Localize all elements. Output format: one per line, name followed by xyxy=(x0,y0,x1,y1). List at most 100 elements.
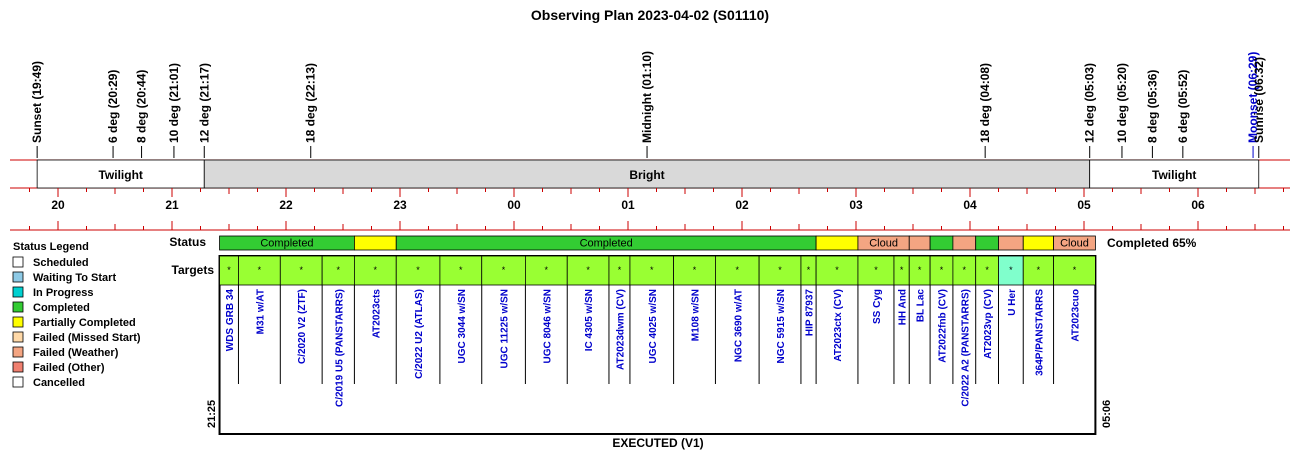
completion-label: Completed 65% xyxy=(1107,236,1197,250)
target-name: UGC 8046 w/SN xyxy=(542,289,553,363)
target-marker: * xyxy=(940,265,944,275)
legend-swatch xyxy=(12,286,24,298)
target-block xyxy=(1053,255,1096,286)
target-name: SS Cyg xyxy=(872,289,883,324)
target-marker: * xyxy=(227,265,231,275)
event-label: 8 deg (20:44) xyxy=(135,70,149,143)
status-segment xyxy=(929,235,954,251)
target-name: AT2022fnb (CV) xyxy=(938,289,949,363)
target-marker: * xyxy=(835,265,839,275)
event-label: Sunset (19:49) xyxy=(30,61,44,143)
target-name: HIP 87937 xyxy=(805,289,816,337)
target-block xyxy=(321,255,355,286)
target-block xyxy=(238,255,281,286)
target-name: NGC 5915 w/SN xyxy=(776,289,787,363)
event-label: 6 deg (20:29) xyxy=(106,70,120,143)
target-block xyxy=(566,255,610,286)
target-block xyxy=(395,255,441,286)
end-time-label: 05:06 xyxy=(1101,400,1113,428)
event-label: 12 deg (21:17) xyxy=(197,63,211,143)
target-marker: * xyxy=(918,265,922,275)
legend-swatch xyxy=(12,346,24,358)
time-axis: 20 21 22 23 00 01 02 03 04 05 06 xyxy=(10,188,1290,231)
chart-footer: EXECUTED (V1) xyxy=(612,436,703,450)
status-segment-label: Cloud xyxy=(869,238,898,250)
target-marker: * xyxy=(586,265,590,275)
event-markers: Sunset (19:49) 6 deg (20:29) 8 deg (20:44)… xyxy=(30,51,1266,158)
hour-tick-label: 23 xyxy=(393,198,407,212)
status-legend: Status Legend Scheduled Waiting To Start I… xyxy=(12,241,141,389)
status-segment-label: Completed xyxy=(580,238,633,250)
target-block xyxy=(1022,255,1054,286)
target-name: AT2023cuo xyxy=(1070,289,1081,342)
event-label: 10 deg (21:01) xyxy=(167,63,181,143)
target-marker: * xyxy=(1073,265,1077,275)
target-marker: * xyxy=(416,265,420,275)
status-segment xyxy=(353,235,397,251)
target-name: C/2020 V2 (ZTF) xyxy=(297,289,308,364)
target-name: BL Lac xyxy=(916,289,927,323)
sky-period-label: Bright xyxy=(629,168,664,182)
event-label: 12 deg (05:03) xyxy=(1083,63,1097,143)
hour-tick-label: 03 xyxy=(849,198,863,212)
target-name: 364P/PANSTARRS xyxy=(1034,289,1045,376)
target-name: M108 w/SN xyxy=(691,289,702,341)
target-marker: * xyxy=(874,265,878,275)
legend-item-label: In Progress xyxy=(33,287,94,299)
legend-item-label: Waiting To Start xyxy=(33,272,116,284)
status-segment xyxy=(975,235,999,251)
target-block xyxy=(525,255,568,286)
target-name: HH And xyxy=(898,289,909,325)
target-name: UGC 11225 w/SN xyxy=(500,289,511,368)
status-segment xyxy=(1022,235,1054,251)
hour-tick-label: 00 xyxy=(507,198,521,212)
status-row-label: Status xyxy=(169,235,206,249)
status-segment xyxy=(952,235,977,251)
target-name: U Her xyxy=(1007,289,1018,316)
hour-tick-label: 02 xyxy=(735,198,749,212)
event-label: Moonset (06:29) xyxy=(1246,52,1260,143)
targets-row-label: Targets xyxy=(172,263,215,277)
targets-frame xyxy=(218,255,1097,435)
target-marker: * xyxy=(985,265,989,275)
hour-tick-label: 22 xyxy=(279,198,293,212)
legend-item-label: Scheduled xyxy=(33,257,89,269)
target-block xyxy=(857,255,895,286)
target-marker: * xyxy=(778,265,782,275)
target-marker: * xyxy=(736,265,740,275)
sky-periods: Twilight Bright Twilight xyxy=(10,159,1290,189)
target-block xyxy=(439,255,483,286)
status-segment xyxy=(1053,235,1096,251)
legend-title: Status Legend xyxy=(13,241,89,253)
hour-tick-label: 05 xyxy=(1077,198,1091,212)
legend-swatch xyxy=(12,271,24,283)
target-name: AT2023ctx (CV) xyxy=(833,289,844,362)
hour-tick-label: 20 xyxy=(51,198,65,212)
legend-item-label: Cancelled xyxy=(33,377,85,389)
target-marker: * xyxy=(618,265,622,275)
legend-item-label: Failed (Weather) xyxy=(33,347,119,359)
event-label: 10 deg (05:20) xyxy=(1115,63,1129,143)
legend-item-label: Completed xyxy=(33,302,90,314)
status-segment xyxy=(908,235,931,251)
status-segment-label: Completed xyxy=(260,238,313,250)
sky-period-box xyxy=(1089,159,1260,189)
sky-period-box xyxy=(203,159,1091,189)
target-name: AT2023cts xyxy=(371,289,382,339)
event-label: Sunrise (06:32) xyxy=(1252,57,1266,143)
legend-item-label: Partially Completed xyxy=(33,317,136,329)
target-name: IC 4305 w/SN xyxy=(584,289,595,351)
sky-period-label: Twilight xyxy=(98,168,142,182)
start-time-label: 21:25 xyxy=(206,400,218,428)
event-label: 18 deg (22:13) xyxy=(304,63,318,143)
hour-tick-label: 06 xyxy=(1191,198,1205,212)
hour-tick-label: 01 xyxy=(621,198,635,212)
target-name: WDS GRB 34 xyxy=(225,289,236,352)
legend-swatch xyxy=(12,376,24,388)
legend-swatch xyxy=(12,256,24,268)
target-name: AT2023dwm (CV) xyxy=(615,289,626,370)
event-label: 18 deg (04:08) xyxy=(978,63,992,143)
target-marker: * xyxy=(807,265,811,275)
target-block xyxy=(279,255,323,286)
target-marker: * xyxy=(258,265,262,275)
